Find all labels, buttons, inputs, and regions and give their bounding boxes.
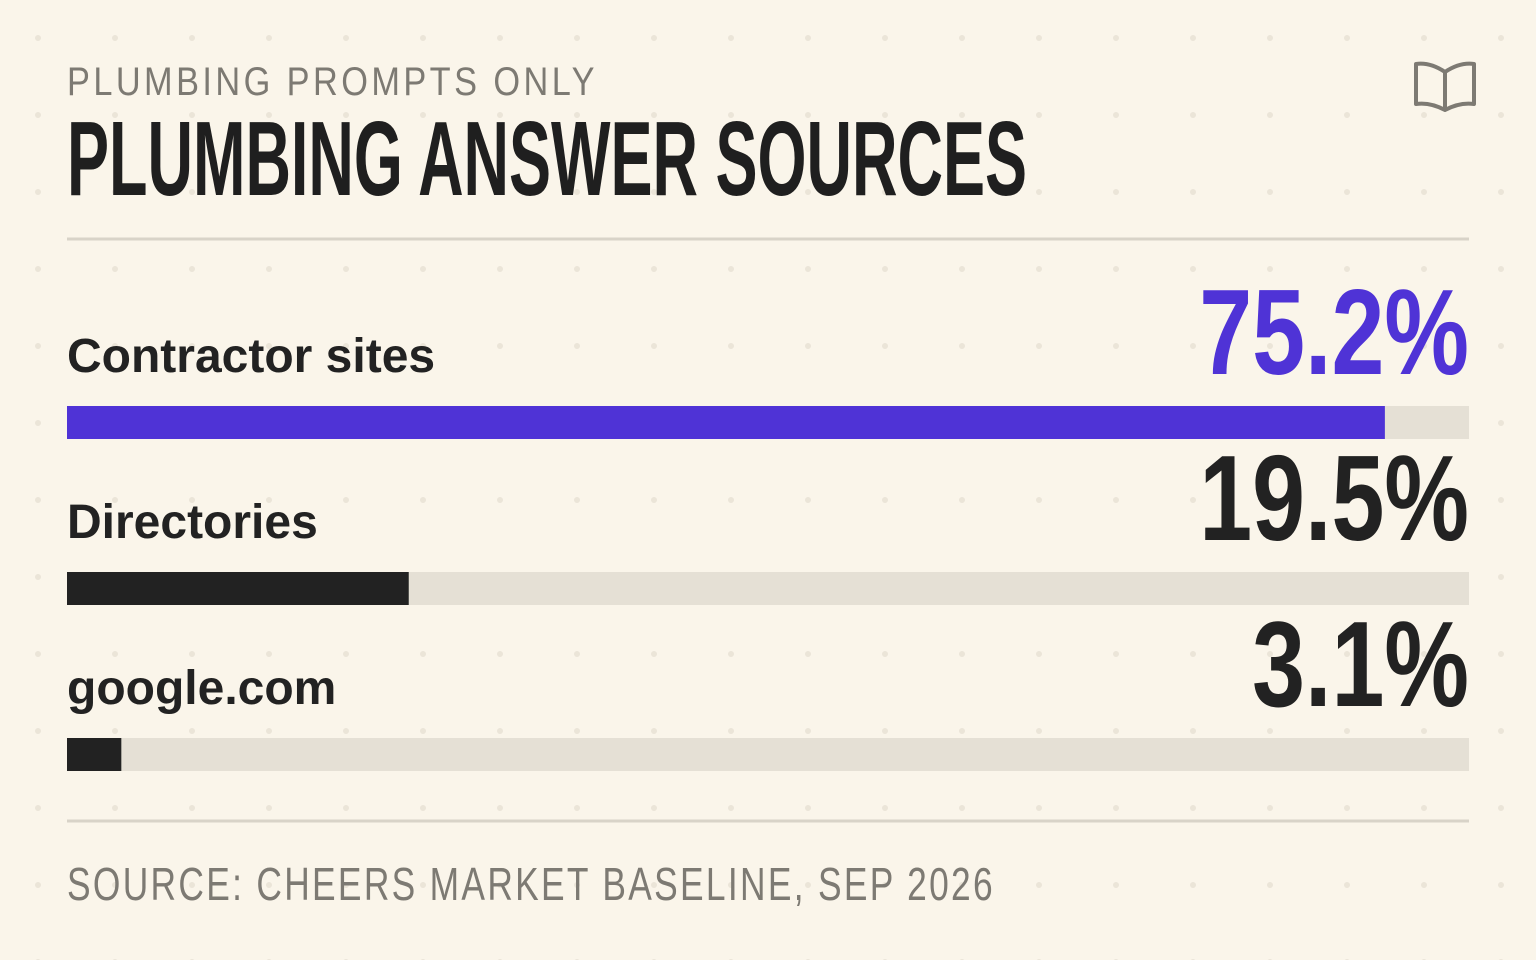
value-label-group: 75.2% <box>1199 265 1469 401</box>
value-label: 75.2% <box>1199 265 1469 401</box>
chart-title: PLUMBING ANSWER SOURCES <box>67 100 1027 218</box>
bar <box>67 572 409 605</box>
bar <box>67 406 1385 439</box>
category-label: Directories <box>67 496 318 549</box>
category-label: Contractor sites <box>67 330 435 383</box>
value-label-group: 3.1% <box>1252 597 1469 733</box>
value-label: 19.5% <box>1199 431 1469 567</box>
source-note: SOURCE: CHEERS MARKET BASELINE, SEP 2026 <box>67 858 995 910</box>
value-label-group: 19.5% <box>1199 431 1469 567</box>
bar-track <box>67 738 1469 771</box>
book-icon <box>1414 61 1476 112</box>
bar <box>67 738 122 771</box>
bars: Contractor sites 75.2% Directories 19.5% goo… <box>67 265 1469 771</box>
chart-subtitle: PLUMBING PROMPTS ONLY <box>67 60 598 104</box>
value-label: 3.1% <box>1252 597 1469 733</box>
category-label: google.com <box>67 662 336 715</box>
